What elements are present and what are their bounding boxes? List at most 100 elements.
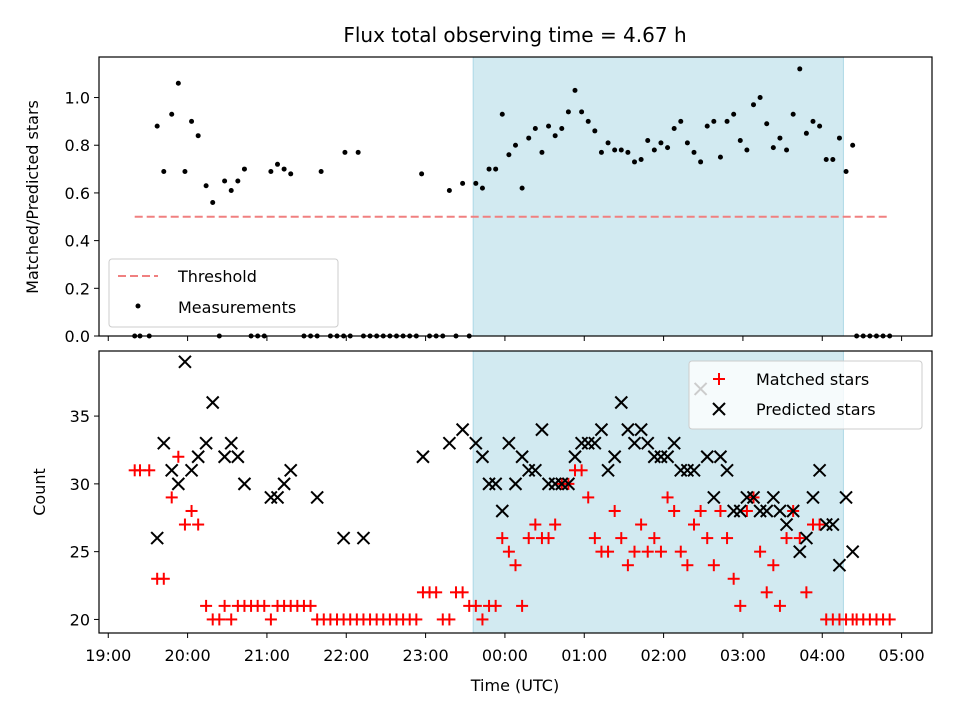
predicted-star-point xyxy=(601,463,615,478)
predicted-star-point xyxy=(237,477,252,491)
measurement-point xyxy=(651,147,657,153)
predicted-star-point xyxy=(720,463,734,478)
predicted-star-point xyxy=(707,490,721,505)
predicted-star-point xyxy=(270,490,285,505)
matched-star-point xyxy=(200,599,213,612)
measurement-point xyxy=(757,95,763,101)
predicted-star-point xyxy=(733,504,747,518)
predicted-star-point xyxy=(713,450,728,464)
predicted-star-point xyxy=(502,436,516,450)
measurement-point xyxy=(632,159,637,165)
matched-star-point xyxy=(727,572,740,585)
predicted-star-point xyxy=(442,436,457,450)
matched-star-point xyxy=(621,559,634,572)
predicted-star-point xyxy=(568,450,582,464)
predicted-star-point xyxy=(515,450,529,464)
measurement-point xyxy=(268,168,274,174)
matched-star-point xyxy=(549,518,562,531)
count-legend: Matched stars Predicted stars xyxy=(688,360,923,430)
measurement-point xyxy=(175,80,181,86)
measurement-point xyxy=(318,168,324,174)
count-y-tick-label: 25 xyxy=(70,543,90,562)
x-axis-label: Time (UTC) xyxy=(470,676,559,695)
measurement-point xyxy=(572,87,578,93)
matched-star-point xyxy=(529,518,542,531)
matched-star-point xyxy=(192,518,205,531)
measurement-point xyxy=(684,140,690,146)
matched-star-point xyxy=(502,545,515,558)
measurement-point xyxy=(565,109,571,115)
measurement-point xyxy=(235,178,241,184)
matched-star-point xyxy=(654,545,667,558)
matched-star-point xyxy=(218,599,231,612)
ratio-y-tick-label: 0.6 xyxy=(65,184,90,203)
matched-star-point xyxy=(740,504,753,517)
matched-star-point xyxy=(213,613,226,626)
measurement-point xyxy=(724,118,730,124)
measurement-point xyxy=(704,123,710,129)
measurement-point xyxy=(222,178,228,184)
matched-star-point xyxy=(516,599,529,612)
x-tick-label: 03:00 xyxy=(720,646,766,665)
matched-star-point xyxy=(476,613,489,626)
predicted-star-point xyxy=(627,436,642,450)
measurement-point xyxy=(737,137,743,143)
matched-star-point xyxy=(443,613,456,626)
predicted-star-point xyxy=(779,517,794,532)
predicted-star-point xyxy=(786,504,800,518)
observing-window-shade-top xyxy=(472,56,844,337)
predicted-star-point xyxy=(191,450,205,464)
measurement-point xyxy=(493,166,499,172)
measurement-point xyxy=(419,171,425,177)
measurement-point xyxy=(161,168,167,174)
matched-star-point xyxy=(721,532,734,545)
measurement-point xyxy=(598,149,604,155)
matched-star-point xyxy=(688,518,700,531)
predicted-star-point xyxy=(746,490,761,505)
predicted-star-point xyxy=(217,450,232,464)
predicted-star-point xyxy=(356,531,371,545)
measurement-point xyxy=(605,140,611,146)
measurement-point xyxy=(526,135,532,141)
matched-star-point xyxy=(793,532,806,545)
predicted-star-point xyxy=(508,477,523,491)
measurement-point xyxy=(731,111,737,117)
measurement-point xyxy=(532,126,538,132)
measurement-point xyxy=(169,111,175,117)
predicted-legend-label: Predicted stars xyxy=(756,400,876,419)
measurement-point xyxy=(665,145,671,151)
count-y-tick-label: 30 xyxy=(70,475,90,494)
matched-star-point xyxy=(635,518,648,531)
measurement-point xyxy=(797,66,803,72)
matched-legend-label: Matched stars xyxy=(756,370,869,389)
measurement-point xyxy=(830,157,836,163)
measurement-point xyxy=(275,161,280,167)
ratio-y-tick-label: 0.4 xyxy=(65,232,90,251)
threshold-legend-label: Threshold xyxy=(177,267,257,286)
matched-star-point xyxy=(767,559,780,572)
ratio-panel-frame xyxy=(98,56,933,337)
x-tick-label: 04:00 xyxy=(799,646,845,665)
predicted-star-point xyxy=(614,395,628,410)
predicted-star-point xyxy=(773,504,787,518)
matched-star-point xyxy=(681,559,694,572)
count-y-axis-label: Count xyxy=(30,468,49,516)
predicted-star-point xyxy=(535,422,549,437)
predicted-star-point xyxy=(206,395,220,410)
matched-star-point xyxy=(178,518,191,531)
measurement-point xyxy=(638,157,644,163)
measurement-point xyxy=(189,118,195,124)
measurement-legend-swatch xyxy=(135,303,141,309)
ratio-legend: Threshold Measurements xyxy=(108,258,339,328)
measurement-point xyxy=(552,133,558,139)
matched-star-point xyxy=(883,613,896,626)
matched-star-point xyxy=(489,599,502,612)
measurement-point xyxy=(585,118,591,124)
predicted-star-point xyxy=(760,504,774,518)
predicted-star-point xyxy=(199,436,213,450)
ratio-legend-box xyxy=(108,258,339,328)
measurement-point xyxy=(645,137,651,143)
measurement-point xyxy=(355,149,361,155)
measurement-point xyxy=(843,168,849,174)
measurement-point xyxy=(241,166,247,172)
